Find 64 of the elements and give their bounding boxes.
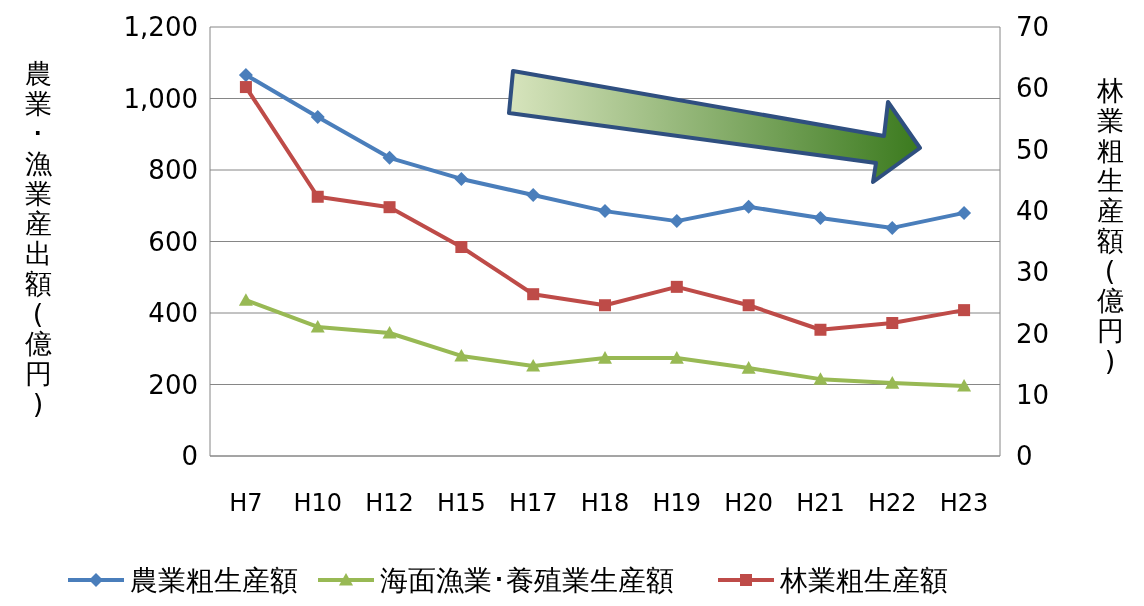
point (669, 214, 684, 229)
x-tick-label: H23 (939, 489, 989, 517)
point (813, 372, 828, 385)
x-tick-label: H15 (437, 489, 486, 517)
point (885, 220, 900, 235)
y-tick-label: 200 (148, 369, 198, 400)
point (957, 205, 972, 220)
x-tick-label: H12 (365, 489, 414, 517)
y2-tick-label: 70 (1016, 12, 1050, 43)
x-tick-label: H7 (229, 489, 263, 517)
point (669, 351, 684, 364)
point (885, 376, 900, 389)
x-tick-label: H17 (508, 489, 558, 517)
y-tick-label: 800 (148, 155, 198, 186)
x-tick-label: H22 (867, 489, 917, 517)
point (454, 348, 469, 362)
point (310, 110, 325, 125)
point (383, 201, 396, 214)
point (598, 351, 612, 364)
y-tick-label: 600 (148, 226, 198, 257)
x-tick-label: H18 (580, 489, 630, 517)
y2-tick-label: 40 (1016, 195, 1050, 226)
point (814, 323, 827, 336)
y2-tick-label: 20 (1016, 318, 1050, 349)
point (382, 326, 397, 339)
point (958, 304, 971, 317)
point (455, 241, 468, 254)
x-tick-label: H10 (293, 489, 343, 517)
y-tick-label: 1,200 (123, 12, 198, 43)
y-tick-label: 0 (181, 441, 198, 472)
x-tick-label: H20 (724, 489, 773, 517)
y2-tick-label: 30 (1016, 257, 1050, 288)
x-tick-label: H21 (796, 489, 845, 517)
point (957, 378, 972, 392)
legend-label: 海面漁業･養殖業生産額 (380, 563, 674, 597)
point (813, 210, 828, 225)
y-tick-label: 400 (148, 298, 198, 329)
point (238, 67, 253, 82)
point (742, 299, 755, 312)
y2-tick-label: 60 (1016, 73, 1050, 104)
y2-tick-label: 10 (1016, 379, 1050, 410)
point (886, 317, 899, 330)
point (670, 280, 683, 293)
point (454, 171, 469, 186)
legend-label: 林業粗生産額 (779, 563, 948, 597)
y2-tick-label: 50 (1016, 134, 1050, 165)
point (741, 199, 756, 214)
y-tick-label: 1,000 (123, 83, 198, 114)
point (310, 319, 325, 333)
point (382, 150, 397, 165)
point (599, 299, 611, 312)
point (239, 81, 252, 94)
point (598, 204, 612, 219)
point (526, 188, 541, 203)
x-tick-label: H19 (652, 489, 702, 517)
point (741, 361, 756, 374)
y2-tick-label: 0 (1016, 441, 1033, 472)
point (238, 293, 253, 306)
point (311, 190, 324, 203)
text: 林業粗生産額(億円) (1096, 75, 1124, 376)
text: 農業･漁業産出額(億円) (24, 58, 52, 419)
legend-label: 農業粗生産額 (130, 563, 298, 597)
point (527, 288, 540, 301)
point (526, 358, 541, 372)
